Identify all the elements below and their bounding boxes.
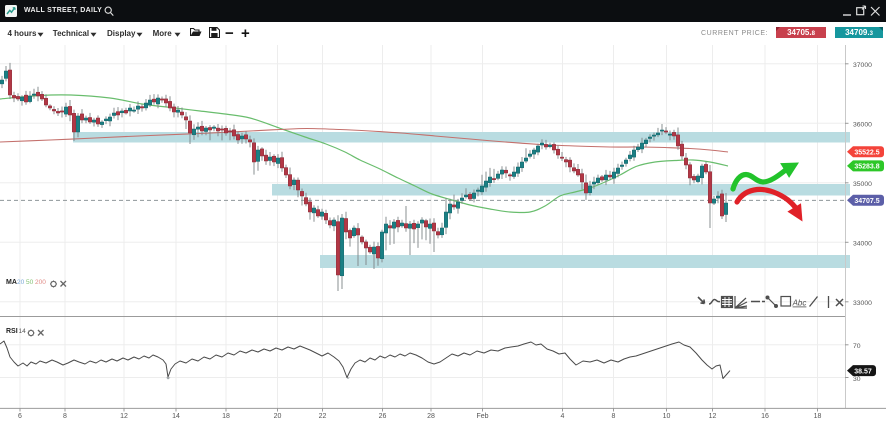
svg-text:RSI: RSI <box>6 328 18 335</box>
svg-text:35283.8: 35283.8 <box>854 164 879 171</box>
svg-text:18: 18 <box>814 413 822 420</box>
svg-text:8: 8 <box>63 413 67 420</box>
svg-text:200: 200 <box>35 279 46 286</box>
svg-text:Abc: Abc <box>792 299 807 308</box>
svg-text:10: 10 <box>663 413 671 420</box>
svg-text:37000: 37000 <box>853 62 872 69</box>
svg-text:38.57: 38.57 <box>854 368 872 375</box>
svg-text:36000: 36000 <box>853 122 872 129</box>
svg-text:20: 20 <box>17 279 25 286</box>
svg-text:4: 4 <box>561 413 565 420</box>
svg-text:35000: 35000 <box>853 181 872 188</box>
svg-text:22: 22 <box>319 413 327 420</box>
svg-text:35522.5: 35522.5 <box>854 150 879 157</box>
svg-text:8: 8 <box>612 413 616 420</box>
svg-text:28: 28 <box>427 413 435 420</box>
svg-text:18: 18 <box>222 413 230 420</box>
svg-text:34000: 34000 <box>853 241 872 248</box>
svg-text:33000: 33000 <box>853 300 872 307</box>
svg-text:Feb: Feb <box>476 413 488 420</box>
svg-text:34707.5: 34707.5 <box>854 198 879 205</box>
svg-text:30: 30 <box>853 376 861 383</box>
svg-text:50: 50 <box>26 279 34 286</box>
svg-text:12: 12 <box>120 413 128 420</box>
svg-text:20: 20 <box>274 413 282 420</box>
svg-text:MA: MA <box>6 279 17 286</box>
svg-text:14: 14 <box>19 328 27 335</box>
svg-text:14: 14 <box>172 413 180 420</box>
svg-text:16: 16 <box>761 413 769 420</box>
svg-text:26: 26 <box>379 413 387 420</box>
svg-text:12: 12 <box>709 413 717 420</box>
svg-text:70: 70 <box>853 343 861 350</box>
svg-text:6: 6 <box>18 413 22 420</box>
